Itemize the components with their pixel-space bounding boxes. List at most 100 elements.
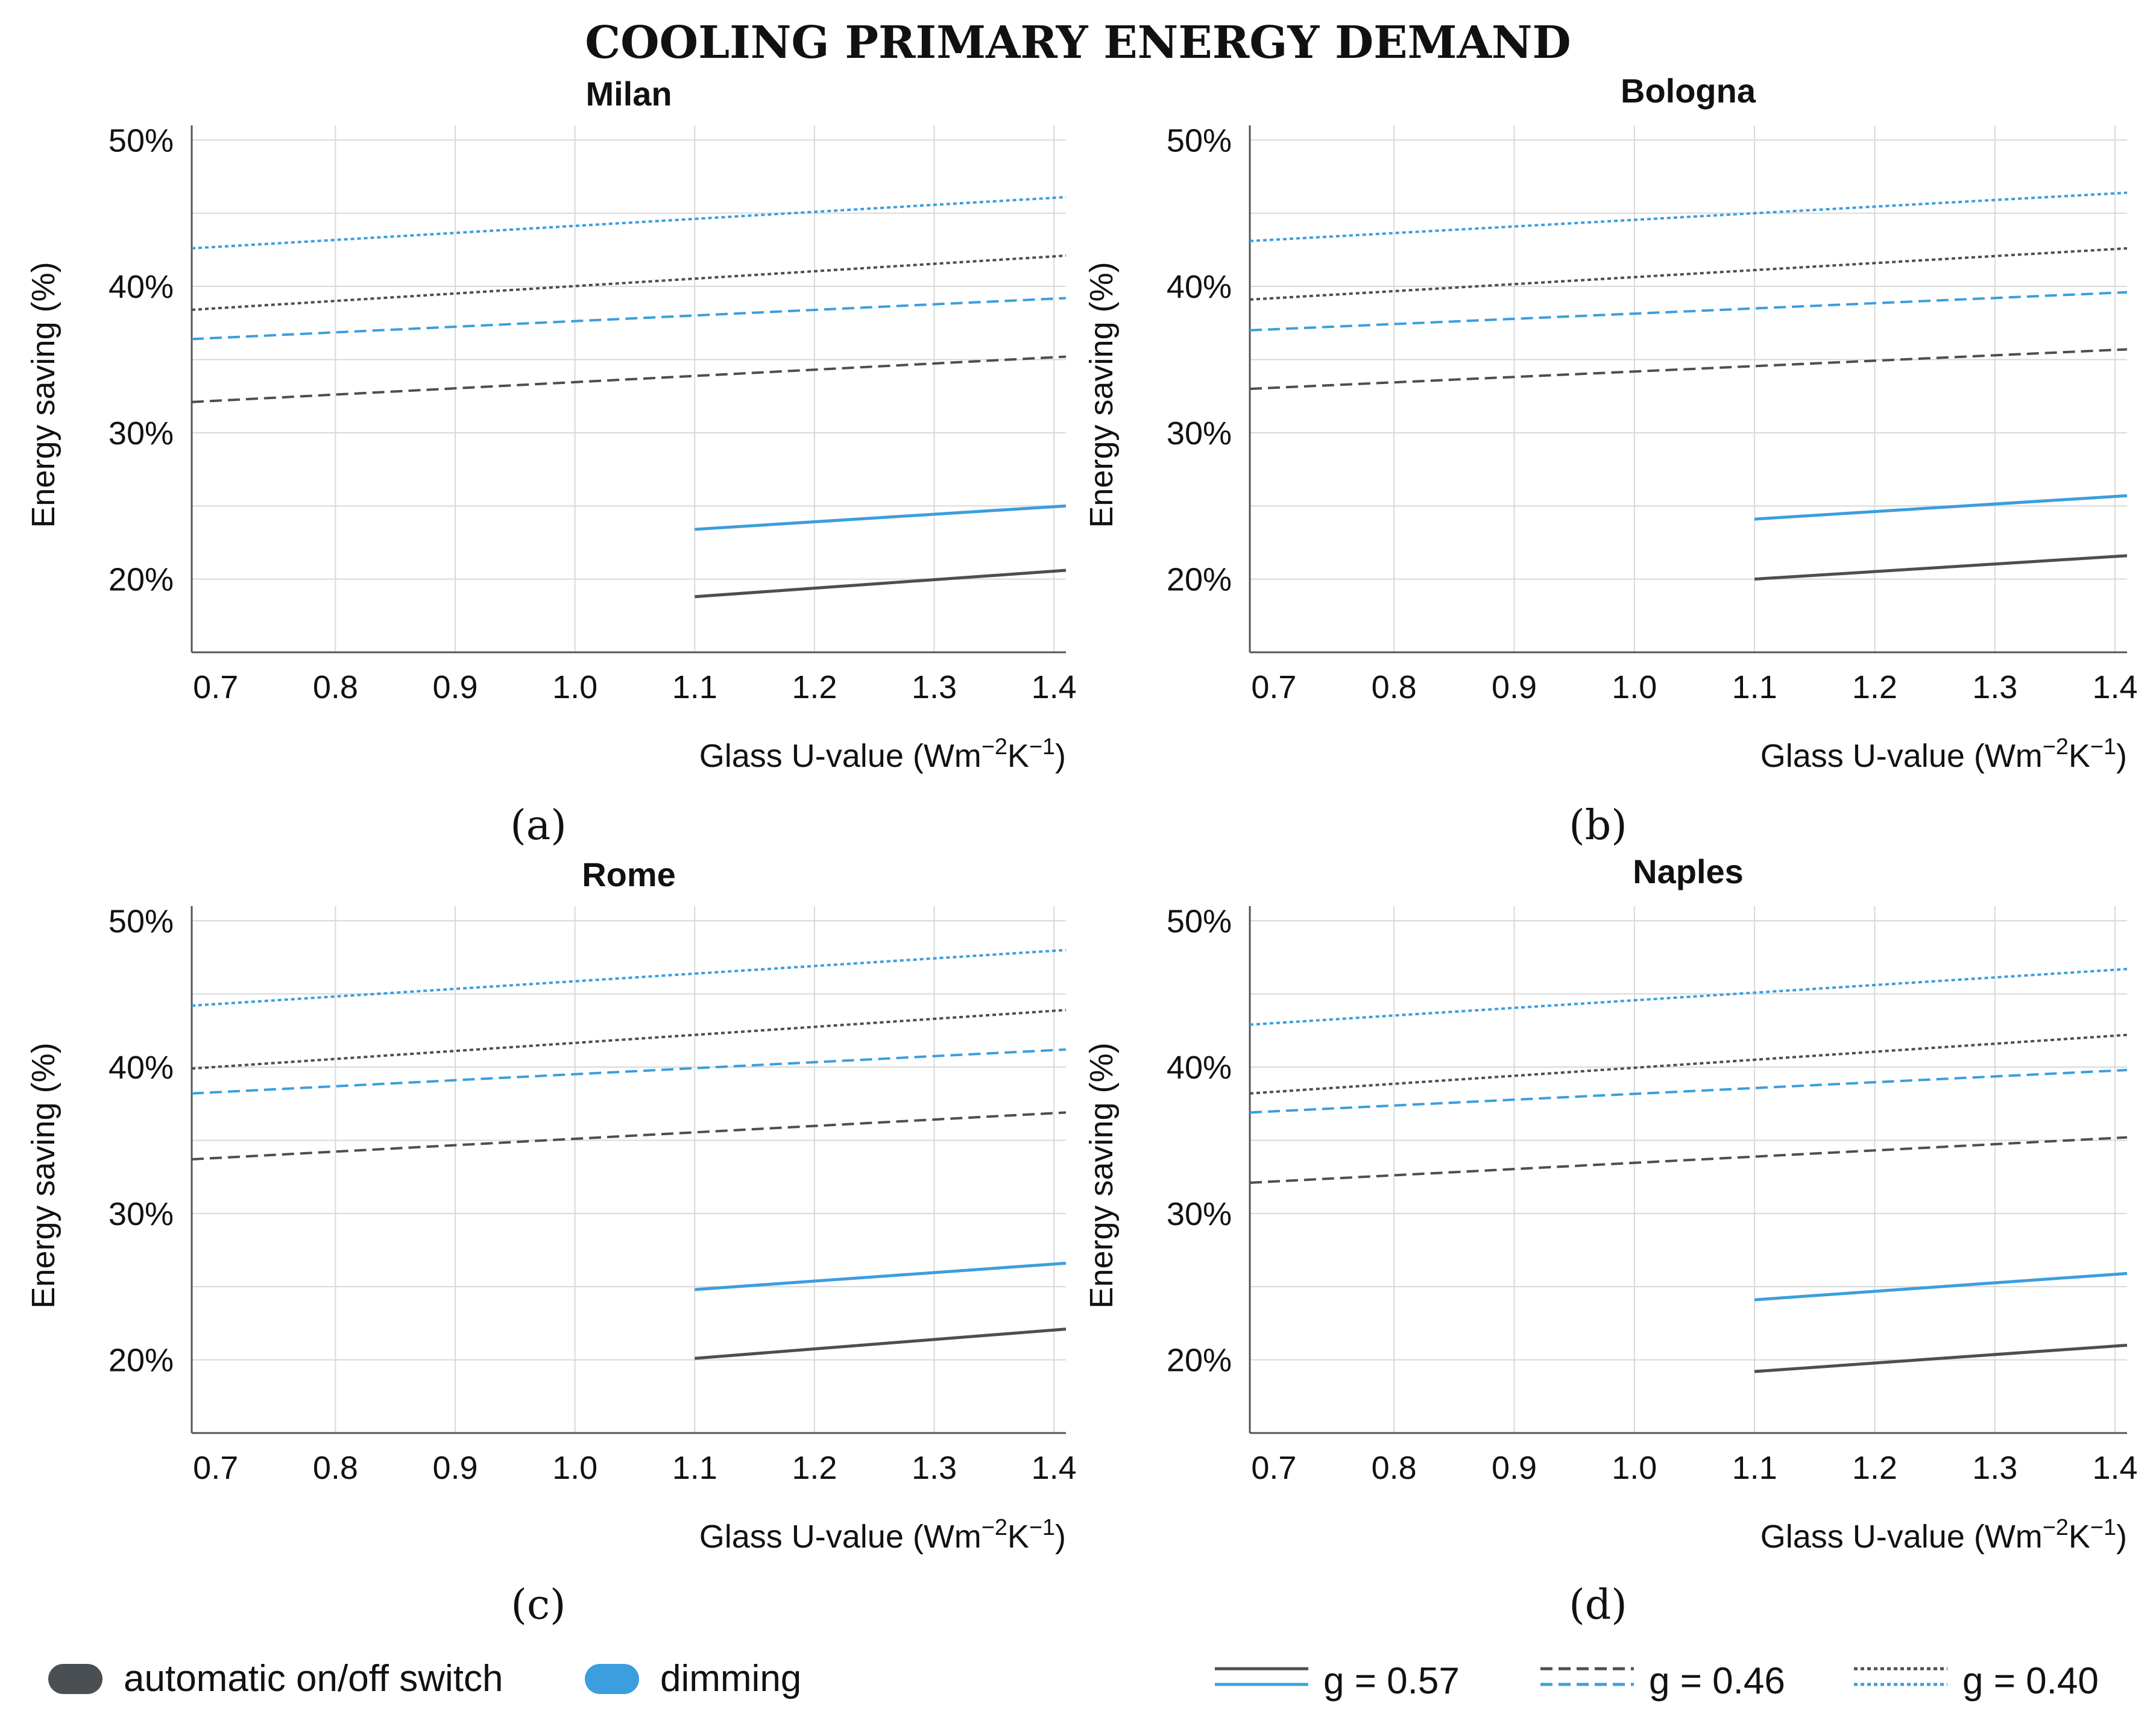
series-line-switch-g-0-57 [695,1328,1067,1360]
chart-panel-rome: 0.7 0.8 0.9 1.0 1.1 1.2 1.3 1.4 20% 30% 40% 50% Rome… [25,855,1077,1629]
legend-label-automatic-on-off-switch: automatic on/off switch [124,1658,503,1699]
x-tick-label: 0.9 [432,669,478,705]
chart-panel-bologna: 0.7 0.8 0.9 1.0 1.1 1.2 1.3 1.4 20% 30% 40% 50% Bolo… [1083,72,2138,849]
y-tick-label: 20% [109,562,174,598]
y-tick-label: 40% [109,1050,174,1086]
series-line-dimming-g-0-46 [191,297,1067,341]
x-tick-label: 1.1 [1732,1450,1777,1486]
x-tick-label: 0.7 [193,1450,238,1486]
series-line-dimming-g-0-46 [1249,291,2128,332]
series-line-dimming-g-0-46 [1249,1068,2128,1114]
y-tick-label: 30% [109,1196,174,1232]
series-line-switch-g-0-40 [191,254,1067,311]
x-tick-label: 1.2 [792,1450,837,1486]
panel-title-bologna: Bologna [1621,72,1756,110]
x-tick-label: 1.4 [1032,1450,1077,1486]
series-line-dimming-g-0-40 [1249,191,2128,242]
legend-label-g-0-46: g = 0.46 [1649,1660,1785,1702]
series-line-switch-g-0-40 [1249,247,2128,301]
y-tick-label: 30% [1167,415,1232,452]
y-tick-label: 30% [109,415,174,452]
series-line-dimming-g-0-57 [695,504,1067,531]
legend-label-g-0-57: g = 0.57 [1323,1660,1460,1702]
legend-swatch-dimming [585,1664,639,1694]
y-tick-label: 50% [109,903,174,939]
chart-panels: 0.7 0.8 0.9 1.0 1.1 1.2 1.3 1.4 20% 30% 40% 50% Mila… [25,72,2138,1629]
y-tick-label: 40% [1167,1050,1232,1086]
series-line-dimming-g-0-57 [1754,494,2128,521]
x-axis-label: Glass U-value (Wm−2K−1) [1760,1515,2127,1555]
legend-label-g-0-40: g = 0.40 [1962,1660,2099,1702]
x-tick-label: 1.3 [912,1450,957,1486]
x-tick-label: 1.3 [1972,1450,2017,1486]
x-tick-label: 0.8 [313,1450,358,1486]
panel-title-rome: Rome [582,855,676,893]
panel-title-naples: Naples [1633,852,1744,890]
x-tick-label: 0.9 [1492,669,1537,705]
panel-title-milan: Milan [585,75,672,113]
series-line-switch-g-0-40 [1249,1033,2128,1095]
chart-panel-milan: 0.7 0.8 0.9 1.0 1.1 1.2 1.3 1.4 20% 30% 40% 50% Mila… [25,75,1077,849]
series-line-dimming-g-0-40 [191,948,1067,1007]
x-tick-label: 0.7 [1251,669,1296,705]
y-tick-label: 30% [1167,1196,1232,1232]
x-tick-label: 0.9 [432,1450,478,1486]
series-line-switch-g-0-57 [695,569,1067,599]
x-axis-label: Glass U-value (Wm−2K−1) [1760,734,2127,774]
x-tick-label: 1.2 [1852,1450,1897,1486]
x-tick-label: 1.3 [1972,669,2017,705]
y-tick-label: 20% [1167,1343,1232,1379]
y-axis-label: Energy saving (%) [1083,262,1120,528]
legend-label-dimming: dimming [660,1658,801,1699]
x-tick-label: 1.0 [1612,1450,1657,1486]
legend-swatch-automatic-on-off-switch [48,1664,102,1694]
x-tick-label: 1.0 [552,669,597,705]
series-line-dimming-g-0-57 [695,1261,1067,1291]
x-tick-label: 0.8 [1372,669,1417,705]
y-tick-label: 50% [1167,122,1232,159]
x-tick-label: 1.2 [1852,669,1897,705]
x-axis-label: Glass U-value (Wm−2K−1) [699,734,1066,774]
y-tick-label: 40% [1167,269,1232,305]
y-tick-label: 20% [1167,562,1232,598]
series-line-dimming-g-0-46 [191,1048,1067,1095]
x-tick-label: 0.8 [1372,1450,1417,1486]
x-tick-label: 1.0 [1612,669,1657,705]
panel-tag: (b) [1569,802,1627,849]
x-tick-label: 1.4 [1032,669,1077,705]
series-line-switch-g-0-46 [191,355,1067,403]
x-tick-label: 0.7 [1251,1450,1296,1486]
y-tick-label: 50% [1167,903,1232,939]
panel-tag: (c) [511,1581,566,1629]
panel-tag: (d) [1569,1581,1627,1629]
x-tick-label: 1.1 [672,1450,717,1486]
x-tick-label: 1.4 [2093,1450,2138,1486]
series-line-dimming-g-0-57 [1754,1271,2128,1302]
x-tick-label: 1.3 [912,669,957,705]
y-tick-label: 20% [109,1343,174,1379]
x-tick-label: 1.0 [552,1450,597,1486]
series-line-switch-g-0-46 [1249,348,2128,390]
y-axis-label: Energy saving (%) [25,1042,61,1308]
figure-title: COOLING PRIMARY ENERGY DEMAND [585,17,1571,69]
x-tick-label: 0.7 [193,669,238,705]
x-tick-label: 1.4 [2093,669,2138,705]
series-line-dimming-g-0-40 [191,195,1067,250]
series-line-switch-g-0-40 [191,1009,1067,1070]
panel-tag: (a) [510,802,567,849]
x-tick-label: 1.2 [792,669,837,705]
series-line-switch-g-0-46 [191,1111,1067,1161]
series-line-switch-g-0-46 [1249,1136,2128,1184]
series-line-dimming-g-0-40 [1249,968,2128,1026]
y-tick-label: 50% [109,122,174,159]
series-line-switch-g-0-57 [1754,554,2128,581]
x-tick-label: 1.1 [672,669,717,705]
legend: automatic on/off switch dimming g = 0.57 g … [48,1658,2099,1702]
x-tick-label: 1.1 [1732,669,1777,705]
x-axis-label: Glass U-value (Wm−2K−1) [699,1515,1066,1555]
x-tick-label: 0.9 [1492,1450,1537,1486]
series-line-switch-g-0-57 [1754,1343,2128,1373]
chart-panel-naples: 0.7 0.8 0.9 1.0 1.1 1.2 1.3 1.4 20% 30% 40% 50% Napl… [1083,852,2138,1629]
y-axis-label: Energy saving (%) [25,262,61,528]
